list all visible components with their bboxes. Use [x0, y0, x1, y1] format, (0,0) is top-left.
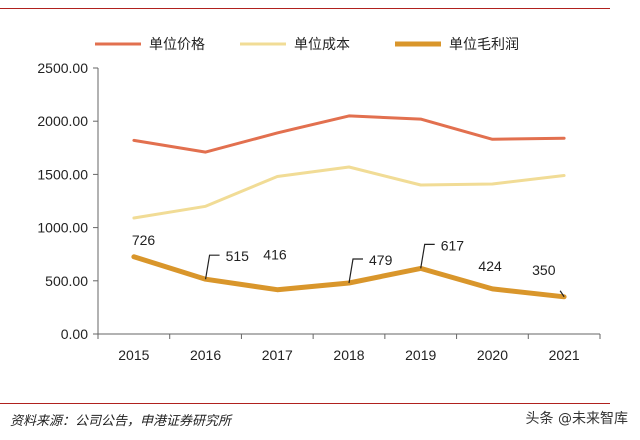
source-note: 资料来源：公司公告，申港证券研究所	[10, 414, 232, 429]
series-line-1	[132, 114, 566, 154]
data-label-leader	[559, 290, 565, 298]
data-label: 617	[441, 237, 465, 253]
data-label: 350	[532, 262, 556, 278]
chart-axes: 0.00 500.00 1000.00 1500.00 2000.00 2500.00 20…	[37, 60, 601, 363]
data-label-leader	[348, 258, 363, 284]
y-tick-label: 2000.00	[37, 113, 88, 129]
x-tick-label: 2018	[333, 347, 364, 363]
data-label: 515	[226, 248, 250, 264]
watermark: 头条 @未来智库	[526, 408, 628, 428]
x-tick-label: 2021	[549, 347, 580, 363]
series-line-2	[132, 165, 566, 220]
x-tick-label: 2019	[405, 347, 436, 363]
data-label: 726	[132, 232, 156, 248]
data-label-leader	[204, 254, 220, 280]
data-label: 416	[263, 247, 287, 263]
watermark-text: 头条 @未来智库	[525, 411, 628, 427]
chart-data-labels: 726 515 416 479 617 424 350	[132, 232, 565, 298]
data-label: 424	[478, 258, 502, 274]
y-tick-label: 2500.00	[37, 60, 88, 76]
x-tick-label: 2017	[262, 347, 293, 363]
legend-label: 单位价格	[149, 37, 205, 53]
x-tick-label: 2015	[118, 347, 149, 363]
y-tick-label: 1500.00	[37, 166, 88, 182]
data-label: 479	[369, 252, 393, 268]
top-rule	[0, 8, 610, 9]
x-tick-label: 2016	[190, 347, 221, 363]
legend-label: 单位毛利润	[449, 37, 519, 53]
y-tick-label: 0.00	[61, 326, 88, 342]
bottom-rule	[0, 403, 610, 404]
chart-legend: 单位价格 单位成本 单位毛利润	[95, 37, 519, 53]
y-tick-label: 500.00	[45, 273, 88, 289]
line-chart: 0.00 500.00 1000.00 1500.00 2000.00 2500.00 20…	[37, 37, 601, 363]
x-tick-label: 2020	[477, 347, 508, 363]
legend-label: 单位成本	[294, 37, 350, 53]
data-label-leader	[420, 243, 435, 269]
y-tick-label: 1000.00	[37, 220, 88, 236]
